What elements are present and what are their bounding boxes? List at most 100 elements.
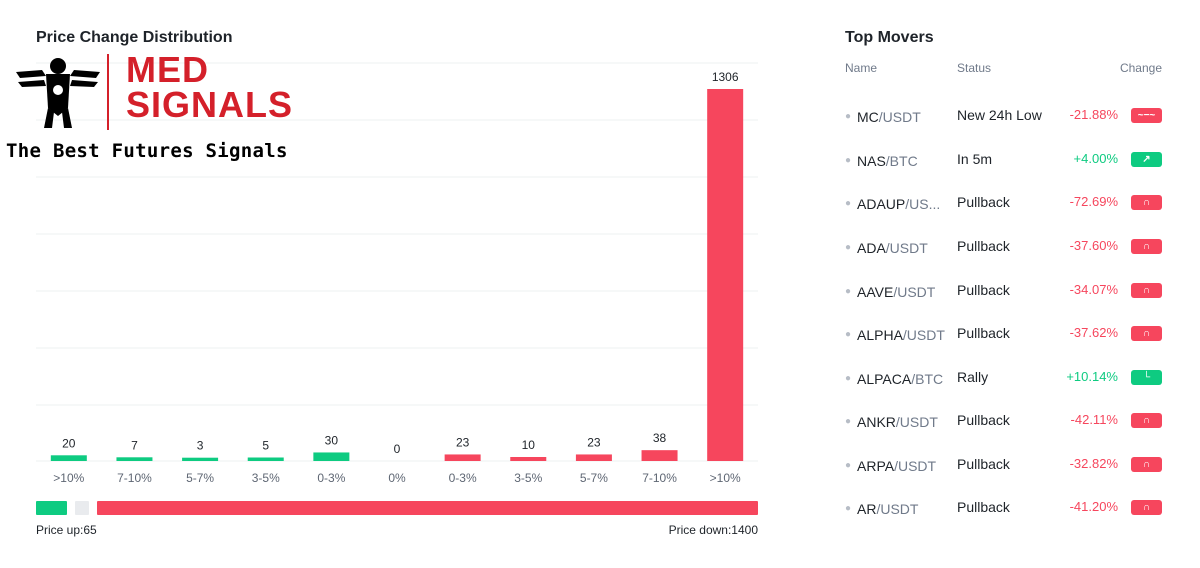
price-up-segment xyxy=(36,501,67,515)
logo-line-1: MED xyxy=(126,49,209,90)
trading-pair[interactable]: AR/USDT xyxy=(857,501,918,517)
pair-quote: /USDT xyxy=(878,109,921,125)
pair-quote: /BTC xyxy=(911,371,944,387)
chart-bar[interactable] xyxy=(707,89,744,461)
eagle-icon xyxy=(16,58,100,128)
mover-change: +4.00% xyxy=(1073,151,1118,166)
mover-row[interactable]: ● ALPACA/BTC Rally +10.14% └ xyxy=(840,363,1170,393)
mover-row[interactable]: ● AR/USDT Pullback -41.20% ∩ xyxy=(840,493,1170,523)
chart-title: Price Change Distribution xyxy=(36,29,233,46)
mover-status: Pullback xyxy=(957,238,1010,254)
trading-pair[interactable]: MC/USDT xyxy=(857,109,921,125)
bar-category-label: >10% xyxy=(710,471,741,485)
bar-value-label: 7 xyxy=(131,438,138,452)
mover-status: Pullback xyxy=(957,456,1010,472)
pullback-icon: ∩ xyxy=(1131,283,1162,298)
pair-quote: /USDT xyxy=(895,414,938,430)
chart-bar[interactable] xyxy=(510,457,547,461)
chart-bars: 20 >10% 7 7-10% 3 5-7% 5 3-5% 30 0-3% 0 0% 23 0-3% 10 3… xyxy=(50,70,744,485)
pair-quote: /USDT xyxy=(885,240,928,256)
bullet-icon: ● xyxy=(845,242,852,253)
pullback-icon: ∩ xyxy=(1131,457,1162,472)
bar-value-label: 38 xyxy=(653,431,667,445)
mover-row[interactable]: ● ALPHA/USDT Pullback -37.62% ∩ xyxy=(840,319,1170,349)
chart-bar[interactable] xyxy=(444,454,481,461)
mover-row[interactable]: ● ARPA/USDT Pullback -32.82% ∩ xyxy=(840,450,1170,480)
mover-row[interactable]: ● ANKR/USDT Pullback -42.11% ∩ xyxy=(840,406,1170,436)
pullback-icon: ∩ xyxy=(1131,500,1162,515)
chart-bar[interactable] xyxy=(641,450,678,461)
bar-category-label: 0-3% xyxy=(449,471,477,485)
mover-row[interactable]: ● NAS/BTC In 5m +4.00% ↗ xyxy=(840,145,1170,175)
bar-category-label: 0-3% xyxy=(317,471,345,485)
mover-status: Rally xyxy=(957,369,989,385)
trading-pair[interactable]: ADA/USDT xyxy=(857,240,928,256)
chart-bar[interactable] xyxy=(182,457,219,461)
trading-pair[interactable]: AAVE/USDT xyxy=(857,284,935,300)
rally-icon: └ xyxy=(1131,370,1162,385)
pair-base: ALPACA xyxy=(857,371,912,387)
pair-quote: /USDT xyxy=(893,284,936,300)
bar-value-label: 0 xyxy=(394,442,401,456)
pair-base: ADAUP xyxy=(857,196,906,212)
mover-change: +10.14% xyxy=(1066,369,1118,384)
pair-quote: /USDT xyxy=(876,501,919,517)
bar-category-label: 5-7% xyxy=(186,471,214,485)
column-header-status: Status xyxy=(957,61,992,75)
logo-divider xyxy=(107,54,109,130)
bullet-icon: ● xyxy=(845,286,852,297)
mover-row[interactable]: ● ADA/USDT Pullback -37.60% ∩ xyxy=(840,232,1170,262)
price-flat-segment xyxy=(75,501,89,515)
mover-row[interactable]: ● ADAUP/US... Pullback -72.69% ∩ xyxy=(840,188,1170,218)
logo-wordmark: MED SIGNALS xyxy=(126,49,293,123)
bullet-icon: ● xyxy=(845,373,852,384)
mover-row[interactable]: ● MC/USDT New 24h Low -21.88% ~−~ xyxy=(840,101,1170,131)
mover-status: In 5m xyxy=(957,151,993,167)
pair-base: AAVE xyxy=(857,284,894,300)
top-movers-title: Top Movers xyxy=(845,29,934,46)
trading-pair[interactable]: ALPACA/BTC xyxy=(857,371,943,387)
pair-base: ANKR xyxy=(857,414,896,430)
mover-row[interactable]: ● AAVE/USDT Pullback -34.07% ∩ xyxy=(840,276,1170,306)
pullback-icon: ∩ xyxy=(1131,413,1162,428)
pair-quote: /BTC xyxy=(885,153,918,169)
up-down-ratio-bar xyxy=(36,501,758,515)
mover-change: -37.60% xyxy=(1069,238,1118,253)
pair-base: MC xyxy=(857,109,879,125)
logo-tagline: The Best Futures Signals xyxy=(6,140,288,162)
chart-bar[interactable] xyxy=(247,457,284,462)
bar-value-label: 5 xyxy=(262,439,269,453)
mover-change: -32.82% xyxy=(1069,456,1118,471)
bar-value-label: 20 xyxy=(62,436,76,450)
bar-category-label: >10% xyxy=(53,471,84,485)
price-down-label: Price down:1400 xyxy=(668,523,758,537)
pullback-icon: ∩ xyxy=(1131,239,1162,254)
arrow-up-right-icon: ↗ xyxy=(1131,152,1162,167)
chart-bar[interactable] xyxy=(313,452,350,461)
bar-category-label: 7-10% xyxy=(642,471,677,485)
trading-pair[interactable]: ADAUP/US... xyxy=(857,196,940,212)
mover-change: -41.20% xyxy=(1069,499,1118,514)
trading-pair[interactable]: NAS/BTC xyxy=(857,153,918,169)
med-signals-logo: MED SIGNALS The Best Futures Signals xyxy=(6,52,292,167)
chart-bar[interactable] xyxy=(50,455,87,461)
bullet-icon: ● xyxy=(845,416,852,427)
pair-base: ALPHA xyxy=(857,327,903,343)
mover-status: Pullback xyxy=(957,194,1010,210)
chart-bar[interactable] xyxy=(116,457,153,461)
trading-pair[interactable]: ANKR/USDT xyxy=(857,414,938,430)
pair-quote: /US... xyxy=(905,196,941,212)
pullback-icon: ∩ xyxy=(1131,326,1162,341)
chart-bar[interactable] xyxy=(575,454,612,461)
bar-category-label: 3-5% xyxy=(514,471,542,485)
bullet-icon: ● xyxy=(845,111,852,122)
trading-pair[interactable]: ARPA/USDT xyxy=(857,458,936,474)
mover-change: -21.88% xyxy=(1069,107,1118,122)
mover-status: New 24h Low xyxy=(957,107,1042,123)
mover-status: Pullback xyxy=(957,325,1010,341)
bullet-icon: ● xyxy=(845,460,852,471)
bullet-icon: ● xyxy=(845,198,852,209)
bar-category-label: 7-10% xyxy=(117,471,152,485)
pair-quote: /USDT xyxy=(902,327,945,343)
trading-pair[interactable]: ALPHA/USDT xyxy=(857,327,945,343)
